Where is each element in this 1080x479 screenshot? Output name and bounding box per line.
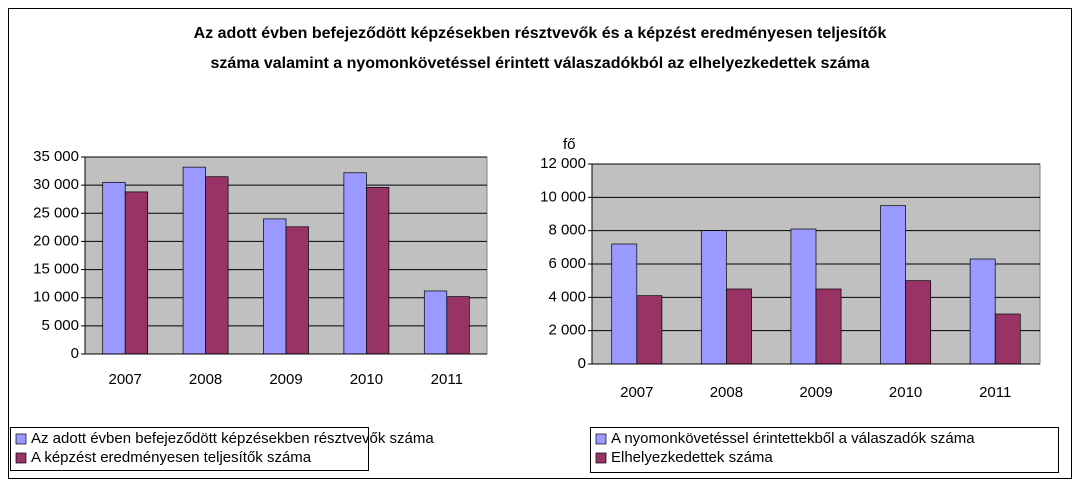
legend-label: Elhelyezkedettek száma	[611, 449, 773, 466]
legend-swatch	[15, 452, 27, 464]
x-tick-label: 2009	[799, 384, 832, 401]
y-axis-label: fő	[563, 136, 576, 153]
y-tick-label: 0	[71, 345, 79, 362]
bar	[700, 230, 727, 365]
x-tick-label: 2010	[350, 371, 383, 388]
y-tick-label: 0	[578, 355, 586, 372]
bar	[969, 258, 996, 365]
x-tick-label: 2007	[620, 384, 653, 401]
x-tick-label: 2010	[889, 384, 922, 401]
y-tick-label: 10 000	[540, 188, 586, 205]
bar	[205, 176, 229, 355]
bar	[343, 172, 367, 355]
y-tick-label: 5 000	[41, 317, 79, 334]
bar	[726, 288, 752, 365]
bar	[102, 181, 126, 355]
bar	[790, 228, 817, 365]
y-tick-label: 2 000	[548, 322, 586, 339]
y-tick-label: 6 000	[548, 255, 586, 272]
x-tick-label: 2011	[431, 371, 463, 388]
bar	[182, 166, 206, 355]
x-tick-label: 2011	[979, 384, 1011, 401]
chart-title: Az adott évben befejeződött képzésekben …	[194, 25, 887, 42]
bar	[263, 218, 287, 355]
bar	[366, 187, 390, 355]
legend-swatch	[595, 433, 607, 445]
x-tick-label: 2009	[269, 371, 302, 388]
y-tick-label: 25 000	[33, 204, 79, 221]
legend-label: A képzést eredményesen teljesítők száma	[31, 449, 312, 466]
bar	[611, 243, 638, 365]
bar	[285, 226, 309, 355]
bar	[636, 295, 663, 365]
legend-label: Az adott évben befejeződött képzésekben …	[31, 430, 434, 447]
y-tick-label: 30 000	[33, 176, 79, 193]
bar	[880, 205, 906, 365]
bar	[446, 296, 470, 355]
bar	[124, 191, 149, 355]
bar	[994, 313, 1021, 365]
legend	[590, 427, 1059, 473]
legend-swatch	[595, 452, 607, 464]
x-tick-label: 2007	[109, 371, 142, 388]
x-tick-label: 2008	[189, 371, 222, 388]
y-tick-label: 4 000	[548, 288, 586, 305]
bar	[905, 280, 932, 365]
legend	[10, 427, 369, 471]
y-tick-label: 8 000	[548, 222, 586, 239]
bar	[815, 288, 842, 365]
x-tick-label: 2008	[710, 384, 743, 401]
chart-title: száma valamint a nyomonkövetéssel érinte…	[211, 55, 870, 72]
y-tick-label: 35 000	[33, 148, 79, 165]
y-tick-label: 15 000	[33, 261, 79, 278]
y-tick-label: 20 000	[33, 232, 79, 249]
legend-swatch	[15, 433, 27, 445]
legend-label: A nyomonkövetéssel érintettekből a válas…	[611, 430, 975, 447]
bar	[423, 290, 448, 355]
y-tick-label: 10 000	[33, 289, 79, 306]
y-tick-label: 12 000	[540, 155, 586, 172]
